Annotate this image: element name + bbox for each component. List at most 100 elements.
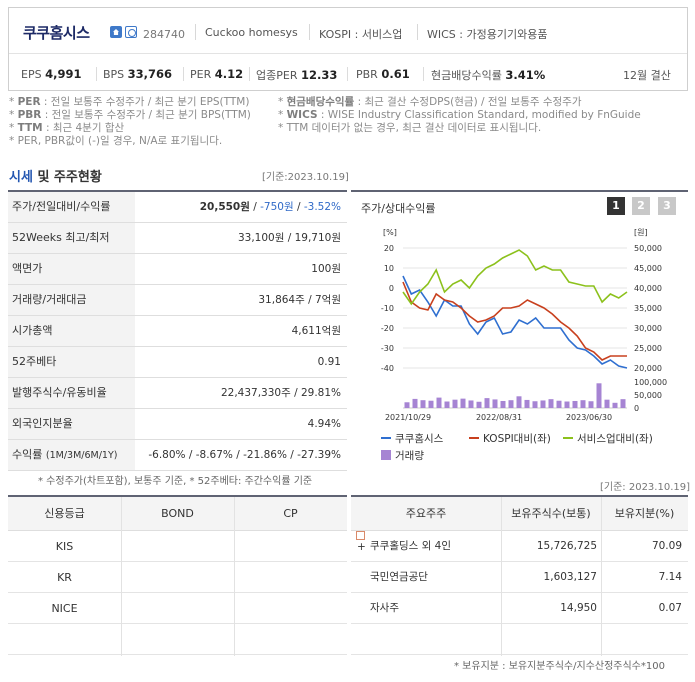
row-label: 거래량/거래대금	[8, 285, 135, 315]
column-header: 보유주식수(보통)	[511, 507, 591, 520]
column-header: CP	[283, 507, 298, 520]
left-axis-unit: [%]	[383, 228, 397, 237]
x-tick-label: 2021/10/29	[385, 413, 431, 422]
row-value: 4.94%	[307, 418, 341, 430]
base-date: [기준:2023.10.19]	[262, 172, 349, 183]
credit-rating-table: 신용등급 BOND CP KIS KR NICE	[8, 495, 347, 656]
row-label: 발행주식수/유동비율	[8, 378, 135, 408]
stock-code: 284740	[143, 28, 185, 41]
series-line-2	[402, 281, 627, 361]
ir-icon[interactable]	[125, 26, 137, 38]
chart-title: 주가/상대수익률	[361, 202, 436, 215]
share-count: 1,603,127	[543, 571, 597, 583]
shareholder-name[interactable]: 쿠쿠홀딩스 외 4인	[370, 540, 451, 552]
volume-bar	[508, 400, 514, 408]
divider	[309, 24, 310, 40]
volume-bar	[620, 399, 626, 408]
volume-bar	[596, 383, 602, 408]
right-axis-unit: [원]	[634, 228, 648, 237]
volume-bar	[484, 398, 490, 408]
column-header: 주요주주	[405, 507, 447, 520]
per-metric: PER 4.12	[190, 67, 244, 81]
table-row: 발행주식수/유동비율 22,437,330주 / 29.81%	[8, 378, 347, 409]
share-ratio: 70.09	[651, 540, 682, 552]
column-divider	[601, 497, 602, 656]
price-chart: [%] [원] 20 50,000 10 45,000 0 40,000 -10 35,000 -2…	[381, 228, 667, 462]
eps-metric: EPS 4,991	[21, 67, 82, 81]
volume-bar	[460, 398, 466, 408]
header-top: 쿠쿠홈시스 284740 Cuckoo homesys KOSPI : 서비스업…	[9, 8, 687, 54]
table-row: 액면가 100원	[8, 254, 347, 285]
agency-name: KR	[57, 571, 72, 584]
table-row: 52Weeks 최고/최저 33,100원 / 19,710원	[8, 223, 347, 254]
volume-bar	[476, 401, 482, 408]
dividend-yield-metric: 현금배당수익률 3.41%	[431, 68, 546, 82]
table-row: 52주베타 0.91	[8, 347, 347, 378]
volume-bar	[412, 398, 418, 408]
volume-tick-label: 50,000	[634, 391, 662, 400]
row-label: 52Weeks 최고/최저	[8, 223, 135, 253]
table-row: 시가총액 4,611억원	[8, 316, 347, 347]
pbr-metric: PBR 0.61	[356, 67, 410, 81]
right-tick-label: 30,000	[634, 324, 662, 333]
column-divider	[501, 497, 502, 656]
legend-swatch	[381, 450, 391, 460]
volume-bar	[428, 400, 434, 408]
column-header: BOND	[161, 507, 194, 520]
row-value: 0.91	[317, 356, 341, 368]
column-header: 신용등급	[44, 507, 85, 520]
volume-bar	[564, 401, 570, 408]
table-row: KR	[8, 562, 347, 593]
industry-per-metric: 업종PER 12.33	[256, 68, 338, 82]
volume-bar	[404, 402, 410, 408]
row-label: 52주베타	[8, 347, 135, 377]
legend-label: KOSPI대비(좌)	[483, 433, 551, 445]
wics-sector: WICS : 가정용기기와용품	[427, 28, 548, 41]
table-row: + 쿠쿠홀딩스 외 4인 15,726,725 70.09	[351, 531, 688, 562]
table-row: 외국인지분율 4.94%	[8, 409, 347, 440]
left-tick-label: -30	[381, 344, 394, 353]
settlement-month: 12월 결산	[623, 69, 671, 82]
left-tick-label: 20	[384, 244, 394, 253]
left-tick-label: -10	[381, 304, 394, 313]
row-value: 33,100원 / 19,710원	[237, 232, 341, 244]
volume-bar	[420, 400, 426, 408]
row-label: 주가/전일대비/수익률	[8, 192, 135, 222]
share-count: 15,726,725	[536, 540, 597, 552]
volume-bar	[516, 396, 522, 408]
table-row: 수익률 (1M/3M/6M/1Y) -6.80% / -8.67% / -21.…	[8, 440, 347, 471]
volume-bar	[572, 400, 578, 408]
shareholder-footnote: * 보유지분 : 보유지분주식수/지수산정주식수*100	[454, 661, 665, 672]
table-row: NICE	[8, 593, 347, 624]
table-row	[351, 624, 688, 655]
chart-tab-1[interactable]: 1	[607, 197, 625, 215]
chart-tab-2[interactable]: 2	[632, 197, 650, 215]
series-line-3	[402, 249, 628, 306]
share-ratio: 0.07	[658, 602, 682, 614]
table-row	[8, 624, 347, 655]
agency-name: KIS	[55, 540, 74, 553]
table-header: 신용등급 BOND CP	[8, 497, 347, 531]
column-divider	[121, 497, 122, 656]
divider	[417, 24, 418, 40]
divider	[195, 24, 196, 40]
returns-value: -6.80% / -8.67% / -21.86% / -27.39%	[148, 449, 341, 461]
series-line-1	[402, 275, 628, 369]
definition-notes-right: * 현금배당수익률 : 최근 결산 수정DPS(현금) / 전일 보통주 수정주…	[278, 96, 641, 134]
base-date: [기준: 2023.10.19]	[600, 482, 691, 493]
left-tick-label: -40	[381, 364, 394, 373]
right-tick-label: 45,000	[634, 264, 662, 273]
shareholder-name: 국민연금공단	[370, 571, 428, 583]
chart-tab-3[interactable]: 3	[658, 197, 676, 215]
right-tick-label: 50,000	[634, 244, 662, 253]
homepage-icon[interactable]	[110, 26, 122, 38]
row-value: 31,864주 / 7억원	[258, 294, 341, 306]
x-tick-label: 2023/06/30	[566, 413, 612, 422]
expand-icon[interactable]: +	[356, 531, 366, 553]
row-label: 수익률 (1M/3M/6M/1Y)	[8, 440, 135, 470]
right-tick-label: 40,000	[634, 284, 662, 293]
row-value: 22,437,330주 / 29.81%	[220, 387, 341, 399]
volume-bar	[556, 400, 562, 408]
divider	[347, 67, 348, 81]
header-metrics: EPS 4,991 BPS 33,766 PER 4.12 업종PER 12.3…	[9, 55, 687, 91]
